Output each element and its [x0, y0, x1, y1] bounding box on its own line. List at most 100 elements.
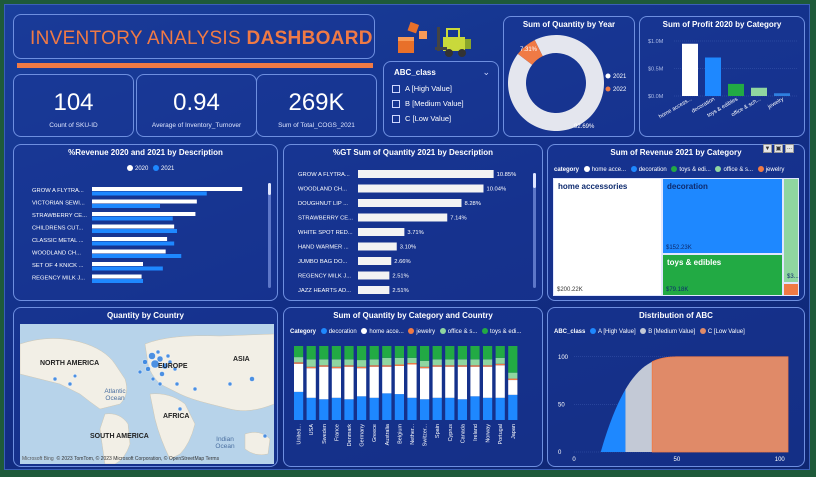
area-segment: [625, 361, 653, 452]
cell-value: $3...: [787, 274, 799, 280]
chevron-down-icon[interactable]: ⌄: [482, 67, 490, 77]
bar-2021: [92, 229, 177, 233]
y-tick-label: $1.0M: [648, 39, 664, 45]
x-tick-label: Switzer...: [423, 424, 429, 447]
slicer-option-b[interactable]: B [Medium Value]: [392, 99, 464, 108]
stack-segment: [331, 397, 341, 420]
stack-segment: [394, 365, 404, 395]
boxes-icon: [398, 21, 427, 53]
legend-dot: [605, 86, 611, 92]
stack-segment: [294, 346, 304, 358]
dashboard-canvas: INVENTORY ANALYSIS DASHBOARD 104 Count o…: [4, 4, 810, 470]
x-tick-label: jewelry: [766, 96, 785, 110]
stack-segment: [344, 359, 354, 366]
map-label: NORTH AMERICA: [40, 360, 100, 367]
stack-segment: [470, 396, 480, 420]
y-tick-label: 0: [558, 450, 562, 456]
y-tick-label: WHITE SPOT RED...: [298, 230, 353, 236]
stack-segment: [294, 357, 304, 363]
x-tick-label: Denmark: [347, 424, 353, 447]
stack-segment: [382, 366, 392, 394]
stack-segment: [369, 346, 379, 360]
stack-segment: [331, 366, 341, 369]
abc-class-slicer[interactable]: ABC_class ⌄ A [High Value] B [Medium Val…: [383, 61, 499, 137]
chart-title: %GT Sum of Quantity 2021 by Description: [332, 148, 494, 157]
map-view[interactable]: NORTH AMERICA EUROPE ASIA AFRICA SOUTH A…: [20, 324, 274, 464]
bar: [358, 257, 392, 265]
data-label: 2.51%: [392, 288, 408, 294]
stack-segment: [306, 368, 316, 398]
data-label: 92.69%: [574, 124, 595, 130]
cell-value: $79.18K: [666, 287, 689, 293]
abc-area-chart: 100 50 0 0 50 100: [558, 355, 789, 463]
stack-segment: [457, 359, 467, 366]
checkbox-icon[interactable]: [392, 99, 400, 108]
scrollbar[interactable]: [533, 173, 536, 288]
map-label: AFRICA: [163, 413, 190, 420]
quantity-by-year-panel: Sum of Quantity by Year 7.31% 92.69% 2021 2…: [503, 16, 635, 137]
kpi-label: Average of Inventory_Turnover: [151, 122, 242, 129]
stack-segment: [483, 366, 493, 398]
stack-segment: [457, 365, 467, 367]
slicer-option-a[interactable]: A [High Value]: [392, 84, 464, 93]
stack-segment: [508, 394, 518, 420]
stack-segment: [508, 372, 518, 379]
stack-segment: [432, 346, 442, 360]
x-tick-label: Greece: [372, 424, 378, 442]
treemap-cell[interactable]: toys & edibles $79.18K: [662, 254, 783, 296]
revenue-by-category-panel: Sum of Revenue 2021 by Category ▼ ▣ ... …: [547, 144, 805, 301]
stack-segment: [457, 399, 467, 420]
stack-segment: [331, 368, 341, 398]
bar: [358, 242, 397, 251]
y-tick-label: 50: [558, 402, 565, 408]
bar-2021: [92, 191, 207, 196]
stack-segment: [457, 366, 467, 400]
title-underline: [17, 63, 373, 68]
stack-segment: [445, 346, 455, 360]
kpi-label: Sum of Total_COGS_2021: [278, 122, 355, 129]
bar-2021: [92, 266, 163, 271]
stack-segment: [382, 365, 392, 367]
slicer-option-c[interactable]: C [Low Value]: [392, 114, 464, 123]
title-part1: INVENTORY ANALYSIS: [30, 28, 247, 49]
stack-segment: [394, 364, 404, 366]
treemap-cell[interactable]: $3...: [783, 178, 799, 283]
more-options-icon[interactable]: ...: [785, 144, 794, 153]
y-tick-label: DOUGHNUT LIP ...: [298, 201, 348, 207]
stack-segment: [369, 365, 379, 367]
checkbox-icon[interactable]: [392, 84, 400, 93]
stack-segment: [483, 346, 493, 360]
stack-segment: [483, 359, 493, 366]
stack-segment: [483, 397, 493, 420]
x-tick-label: Cyprus: [448, 424, 454, 442]
expand-icon[interactable]: ▣: [774, 144, 783, 153]
stack-segment: [369, 359, 379, 366]
donut-slice: [517, 39, 543, 65]
bar-2020: [92, 224, 175, 229]
stack-segment: [394, 357, 404, 365]
area-segment: [651, 356, 789, 453]
quantity-by-category-country-panel: Sum of Quantity by Category and Country …: [283, 307, 543, 467]
stack-segment: [306, 359, 316, 367]
data-label: 10.04%: [487, 187, 507, 193]
treemap-cell[interactable]: home accessories $200.22K: [553, 178, 662, 296]
y-tick-label: $0.0M: [648, 94, 664, 100]
x-tick-label: Australia: [385, 423, 391, 445]
y-tick-label: GROW A FLYTRA...: [32, 188, 84, 194]
treemap-cell[interactable]: [783, 283, 799, 296]
chart-title: Sum of Quantity by Year: [522, 20, 616, 29]
x-tick-label: 100: [775, 457, 786, 463]
treemap-cell[interactable]: decoration $152.23K: [662, 178, 783, 254]
filter-icon[interactable]: ▼: [763, 144, 772, 153]
stack-segment: [508, 346, 518, 373]
chart-title: Sum of Profit 2020 by Category: [662, 20, 782, 29]
option-label: A [High Value]: [405, 84, 452, 93]
map-label: SOUTH AMERICA: [90, 433, 149, 440]
stack-segment: [470, 365, 480, 367]
stack-segment: [357, 360, 367, 367]
bar-2020: [92, 262, 143, 266]
y-tick-label: STRAWBERRY CE...: [32, 213, 87, 219]
checkbox-icon[interactable]: [392, 114, 400, 123]
scrollbar[interactable]: [268, 183, 271, 288]
x-tick-label: USA: [309, 424, 315, 436]
